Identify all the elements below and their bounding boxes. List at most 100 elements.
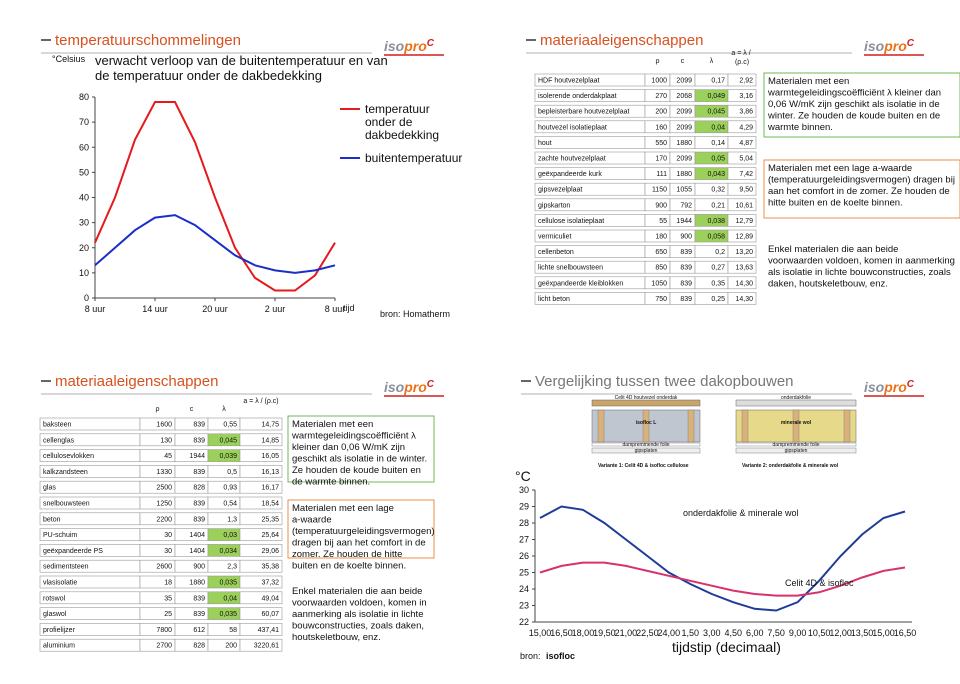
- cell-value: 170: [655, 156, 667, 163]
- x-tick-label: 9,00: [789, 628, 807, 638]
- x-tick-label: 24,00: [658, 628, 681, 638]
- logo-part: pro: [403, 38, 427, 54]
- y-tick-label: 50: [79, 167, 89, 177]
- y-tick-label: 20: [79, 243, 89, 253]
- cell-value: 55: [659, 218, 667, 225]
- cell-value: 25: [164, 611, 172, 618]
- cell-value: 35: [164, 595, 172, 602]
- y-axis-label: °C: [515, 468, 531, 484]
- cell-value: 13,63: [735, 265, 753, 272]
- cell-name: zachte houtvezelplaat: [538, 156, 606, 163]
- cell-value: 839: [193, 422, 205, 429]
- cell-value: 0,32: [711, 187, 725, 194]
- table-cell: [239, 623, 283, 636]
- cell-value: 0,21: [711, 202, 725, 209]
- x-tick-label: 8 uur: [325, 304, 346, 314]
- column-header: λ: [710, 58, 714, 65]
- slide-title: temperatuurschommelingen: [55, 32, 241, 49]
- y-tick-label: 10: [79, 268, 89, 278]
- cell-value: 1880: [676, 140, 692, 147]
- x-tick-label: 4,50: [724, 628, 742, 638]
- x-tick-label: 15,00: [529, 628, 552, 638]
- x-tick-label: 16,50: [550, 628, 573, 638]
- x-tick-label: 14 uur: [142, 304, 168, 314]
- cell-value: 49,04: [261, 595, 279, 602]
- table-cell: [727, 151, 757, 165]
- rafter: [792, 409, 800, 443]
- legend-label: buitentemperatuur: [365, 151, 462, 165]
- cell-value: 2099: [676, 156, 692, 163]
- cell-value: 839: [680, 265, 692, 272]
- x-tick-label: 15,00: [872, 628, 895, 638]
- cell-value: 0,04: [223, 595, 237, 602]
- x-axis-label: tijdstip (decimaal): [672, 639, 781, 655]
- series-line: [94, 214, 336, 274]
- table-cell: [239, 528, 283, 541]
- y-tick-label: 70: [79, 117, 89, 127]
- cell-value: 0,034: [219, 548, 237, 555]
- x-tick-label: 7,50: [767, 628, 785, 638]
- note-text: Enkel materialen die aan beide voorwaard…: [292, 586, 429, 643]
- diagram-label: dampremmende folie: [773, 442, 820, 448]
- cell-value: 612: [193, 627, 205, 634]
- cell-name: lichte snelbouwsteen: [538, 265, 603, 272]
- cell-value: 111: [656, 171, 667, 178]
- cell-value: 839: [680, 280, 692, 287]
- slide-title: materiaaleigenschappen: [55, 373, 218, 390]
- diagram-label: minerale wol: [781, 420, 812, 426]
- cell-name: cellenglas: [43, 437, 75, 444]
- rafter: [741, 409, 749, 443]
- table-cell: [239, 559, 283, 573]
- table-cell: [239, 465, 283, 478]
- cell-value: 60,07: [261, 611, 279, 618]
- logo-part: iso: [864, 38, 885, 54]
- cell-value: 828: [193, 485, 205, 492]
- source: bron:: [520, 651, 541, 661]
- cell-name: sedimentsteen: [43, 564, 89, 571]
- y-tick-label: 24: [519, 584, 529, 594]
- cell-value: 0,045: [219, 437, 237, 444]
- cell-value: 3220,61: [254, 643, 279, 650]
- cell-value: 270: [655, 93, 667, 100]
- cell-name: snelbouwsteen: [43, 501, 90, 508]
- cell-name: profielijzer: [43, 627, 76, 634]
- cell-value: 1880: [676, 171, 692, 178]
- cell-value: 1250: [156, 501, 172, 508]
- cell-name: glas: [43, 485, 56, 492]
- legend-label: temperatuur onder de dakbedekking: [365, 102, 439, 142]
- cell-value: 1050: [651, 280, 667, 287]
- cell-value: 9,50: [739, 187, 753, 194]
- cell-value: 3,86: [739, 109, 753, 116]
- logo-part: C: [907, 379, 915, 390]
- cell-value: 1000: [651, 78, 667, 85]
- y-tick-label: 40: [79, 193, 89, 203]
- cell-value: 58: [229, 627, 237, 634]
- cell-value: 0,039: [219, 453, 237, 460]
- cell-value: 16,05: [261, 453, 279, 460]
- cell-value: 2600: [156, 564, 172, 571]
- membrane: [591, 442, 701, 447]
- x-tick-label: 3,00: [703, 628, 721, 638]
- x-tick-label: 21,00: [615, 628, 638, 638]
- table-cell: [239, 480, 283, 494]
- y-tick-label: 28: [519, 518, 529, 528]
- rafter: [843, 409, 851, 443]
- roof-top: [735, 399, 857, 407]
- series-label: Celit 4D & isofloc: [785, 578, 854, 588]
- y-tick-label: 25: [519, 568, 529, 578]
- cell-value: 2099: [676, 109, 692, 116]
- cell-value: 25,64: [261, 532, 279, 539]
- x-tick-label: 18,00: [572, 628, 595, 638]
- cell-value: 1404: [189, 548, 205, 555]
- y-tick-label: 29: [519, 502, 529, 512]
- table-cell: [727, 136, 757, 149]
- cell-value: 792: [680, 202, 692, 209]
- cell-value: 0,038: [707, 218, 725, 225]
- cell-value: 37,32: [261, 580, 279, 587]
- cell-value: 850: [655, 265, 667, 272]
- cell-value: 30: [164, 548, 172, 555]
- y-tick-label: 30: [79, 218, 89, 228]
- roof-top: [591, 399, 701, 407]
- cell-value: 13,20: [735, 249, 753, 256]
- logo-part: iso: [384, 379, 405, 395]
